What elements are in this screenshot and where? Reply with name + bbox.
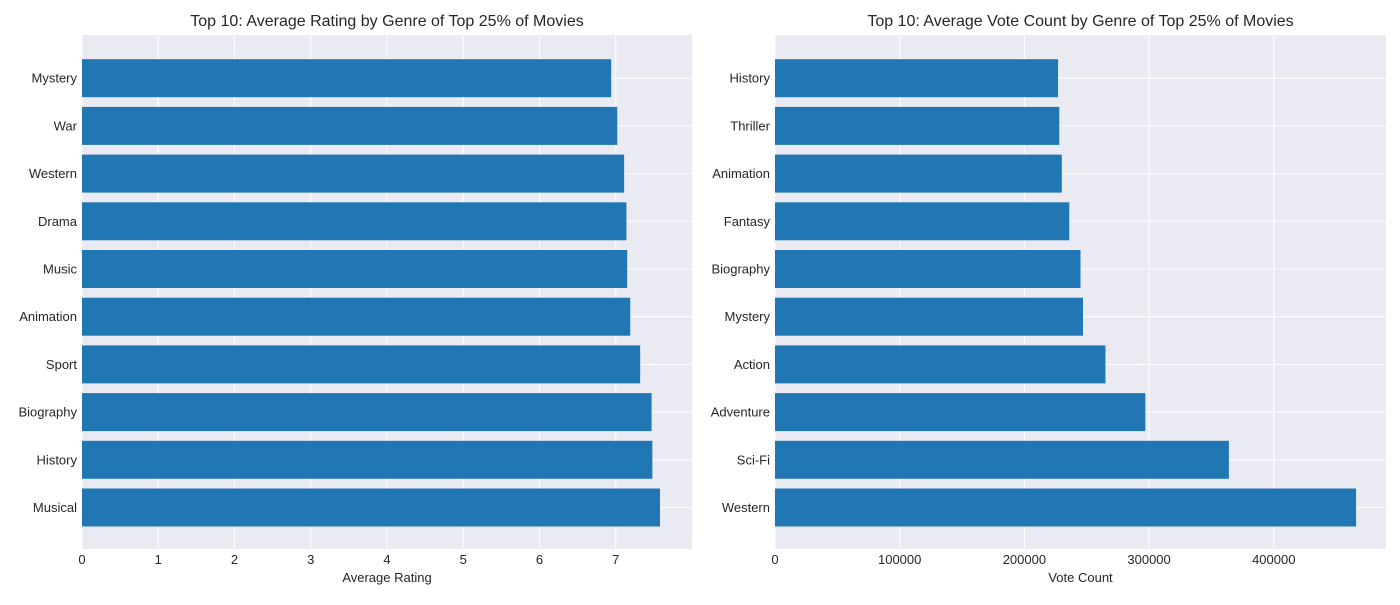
x-tick-label: 1: [155, 552, 162, 567]
y-tick-label: Adventure: [711, 405, 770, 420]
y-tick-label: Animation: [19, 309, 77, 324]
x-tick-label: 200000: [1003, 552, 1046, 567]
bar-drama: [82, 202, 627, 241]
bar-war: [82, 106, 618, 145]
x-tick-label: 6: [536, 552, 543, 567]
x-axis-label: Average Rating: [342, 570, 431, 585]
x-tick-label: 2: [231, 552, 238, 567]
bar-fantasy: [775, 202, 1070, 241]
y-tick-label: Music: [43, 262, 77, 277]
bar-music: [82, 250, 628, 288]
y-tick-label: Biography: [18, 405, 77, 420]
bar-mystery: [775, 297, 1083, 336]
y-tick-label: Thriller: [730, 118, 770, 133]
bar-history: [775, 59, 1059, 98]
bar-history: [82, 440, 653, 479]
y-tick-label: War: [54, 118, 78, 133]
bar-biography: [775, 250, 1081, 288]
x-tick-label: 300000: [1127, 552, 1170, 567]
chart-panel-2: Western Sci-Fi Adventure Action Mystery Biogr…: [711, 13, 1386, 585]
x-tick-label: 100000: [878, 552, 921, 567]
y-tick-label: Drama: [38, 214, 78, 229]
bar-sport: [82, 345, 641, 384]
y-tick-label: History: [37, 452, 78, 467]
bar-sci-fi: [775, 440, 1229, 479]
y-tick-label: Sport: [46, 357, 77, 372]
bar-adventure: [775, 393, 1146, 432]
y-tick-label: Mystery: [32, 71, 78, 86]
bar-action: [775, 345, 1106, 384]
y-tick-label: Western: [722, 500, 770, 515]
x-tick-label: 400000: [1252, 552, 1295, 567]
y-tick-label: Biography: [711, 262, 770, 277]
x-tick-label: 3: [307, 552, 314, 567]
y-tick-label: Action: [734, 357, 770, 372]
y-tick-label: Sci-Fi: [737, 452, 770, 467]
x-tick-label: 5: [460, 552, 467, 567]
y-tick-label: Animation: [712, 166, 770, 181]
chart-title: Top 10: Average Vote Count by Genre of T…: [867, 13, 1293, 30]
y-tick-label: Fantasy: [724, 214, 771, 229]
bar-western: [82, 154, 625, 193]
x-tick-label: 0: [771, 552, 778, 567]
x-tick-label: 4: [383, 552, 390, 567]
bar-animation: [775, 154, 1062, 193]
chart-panel-1: Musical History Biography Sport Animation Mus…: [18, 13, 692, 585]
y-tick-label: History: [730, 71, 771, 86]
chart-title: Top 10: Average Rating by Genre of Top 2…: [190, 13, 583, 30]
bar-thriller: [775, 106, 1060, 145]
x-tick-label: 0: [78, 552, 85, 567]
y-tick-label: Musical: [33, 500, 77, 515]
bar-biography: [82, 393, 652, 432]
bar-mystery: [82, 59, 612, 98]
y-tick-label: Western: [29, 166, 77, 181]
x-tick-label: 7: [612, 552, 619, 567]
bar-western: [775, 488, 1357, 527]
bar-musical: [82, 488, 660, 527]
bar-animation: [82, 297, 631, 336]
y-tick-label: Mystery: [725, 309, 771, 324]
x-axis-label: Vote Count: [1048, 570, 1113, 585]
